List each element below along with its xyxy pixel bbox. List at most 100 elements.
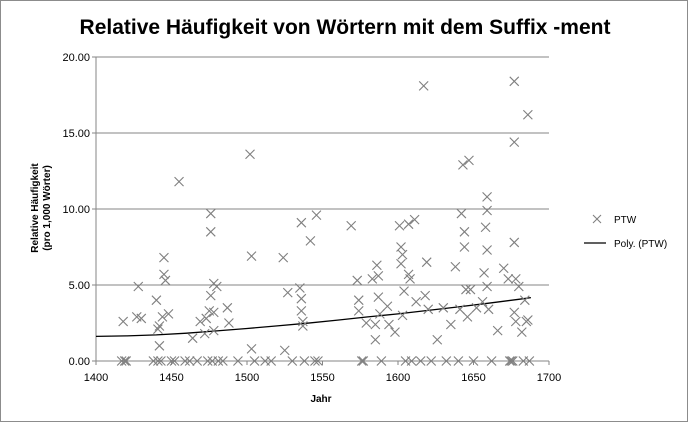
data-point — [174, 176, 184, 187]
data-point — [426, 356, 437, 366]
data-point — [159, 252, 169, 263]
data-point — [222, 302, 233, 313]
data-point — [462, 312, 473, 322]
data-point — [507, 356, 518, 366]
data-point — [266, 356, 277, 366]
data-point — [249, 356, 260, 366]
data-point — [482, 205, 492, 216]
data-point — [376, 356, 387, 366]
x-axis-label: Jahr — [310, 394, 331, 405]
x-tick-label: 1450 — [159, 372, 183, 384]
data-point — [409, 214, 420, 225]
data-point — [184, 356, 195, 366]
data-point — [245, 149, 255, 160]
data-point — [394, 220, 405, 231]
data-point — [483, 304, 494, 315]
data-point — [465, 284, 476, 295]
data-point — [166, 356, 177, 366]
x-tick-label: 1500 — [235, 372, 259, 384]
data-point — [486, 356, 497, 366]
y-axis-label-line-1: Relative Häufigkeit — [30, 163, 41, 253]
data-point — [504, 356, 515, 366]
data-point — [223, 318, 234, 328]
data-point — [450, 261, 461, 272]
y-axis-label-line-2: (pro 1,000 Wörter) — [42, 165, 53, 251]
data-point — [506, 356, 517, 366]
data-point — [397, 310, 408, 321]
data-point — [516, 327, 527, 338]
trendline — [95, 296, 531, 338]
data-point — [156, 356, 166, 366]
data-point — [399, 286, 409, 296]
data-point — [208, 325, 219, 336]
data-point — [287, 356, 298, 366]
legend-marker-ptw — [592, 214, 602, 224]
data-point — [396, 258, 406, 269]
data-point — [213, 356, 224, 366]
y-tick-label: 5.00 — [69, 280, 90, 292]
data-point — [356, 356, 367, 366]
data-point — [169, 356, 180, 366]
data-point — [524, 356, 535, 366]
y-axis-label: Relative Häufigkeit (pro 1,000 Wörter) — [30, 163, 53, 253]
data-point — [279, 345, 290, 356]
data-point — [297, 316, 308, 327]
gridlines — [96, 56, 549, 286]
data-point — [370, 319, 381, 330]
data-point — [432, 334, 443, 345]
data-point — [509, 76, 520, 87]
data-point — [522, 109, 533, 120]
data-point — [119, 356, 130, 366]
data-point — [464, 155, 474, 166]
chart-title: Relative Häufigkeit von Wörtern mit dem … — [80, 16, 611, 39]
data-point — [246, 251, 257, 262]
data-point — [217, 356, 228, 366]
data-point — [519, 295, 530, 306]
data-point — [423, 304, 434, 315]
data-point — [310, 356, 320, 366]
data-point — [353, 295, 364, 306]
data-point — [492, 325, 503, 336]
data-point — [180, 356, 190, 366]
data-point — [159, 269, 169, 280]
data-point — [455, 304, 465, 315]
data-point — [296, 305, 307, 316]
data-point — [201, 313, 212, 324]
x-tick-label: 1650 — [461, 372, 485, 384]
y-tick-label: 0.00 — [69, 356, 90, 368]
legend: PTW Poly. (PTW) — [584, 214, 667, 250]
data-point — [403, 219, 414, 230]
data-point — [294, 283, 305, 293]
data-point — [503, 274, 514, 284]
data-point — [445, 319, 456, 330]
data-point — [296, 293, 307, 304]
data-point — [510, 316, 521, 327]
x-tick-label: 1600 — [386, 372, 410, 384]
data-point — [373, 270, 384, 281]
data-point — [163, 308, 174, 319]
data-point — [205, 208, 216, 219]
data-point — [420, 290, 431, 301]
data-point — [438, 302, 449, 313]
data-point — [278, 252, 289, 263]
data-point — [353, 305, 364, 316]
data-point — [121, 356, 132, 366]
data-point — [453, 356, 464, 366]
data-point — [510, 274, 521, 284]
data-points — [116, 76, 535, 366]
data-point — [160, 275, 171, 286]
data-point — [415, 356, 426, 366]
data-point — [482, 191, 492, 202]
data-point — [154, 321, 165, 331]
data-point — [373, 292, 384, 303]
data-point — [482, 281, 492, 292]
x-tick-label: 1400 — [84, 372, 108, 384]
data-point — [390, 327, 400, 338]
data-point — [305, 236, 316, 246]
data-point — [192, 356, 203, 366]
data-point — [374, 308, 385, 319]
data-point — [397, 249, 408, 260]
data-point — [459, 242, 470, 252]
